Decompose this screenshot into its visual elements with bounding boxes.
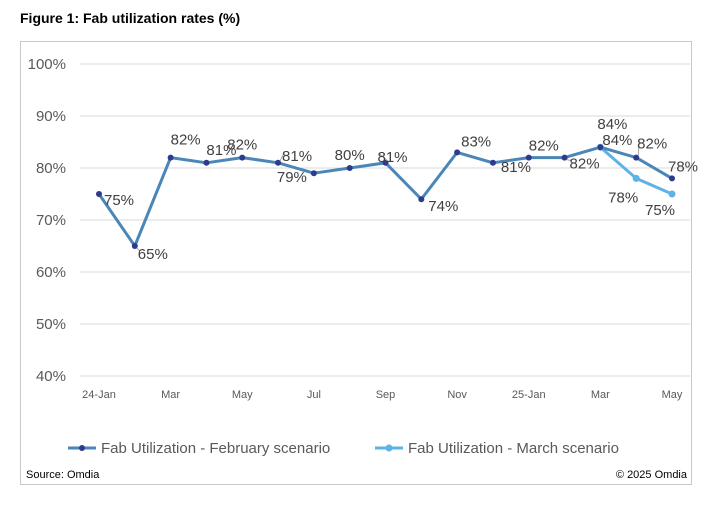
data-point-february — [669, 175, 675, 182]
legend-label-march: Fab Utilization - March scenario — [408, 440, 619, 457]
data-label-february: 84% — [597, 116, 627, 133]
data-label-march: 75% — [645, 202, 675, 219]
x-tick-label: May — [232, 389, 253, 401]
x-tick-label: 24-Jan — [82, 389, 116, 401]
x-tick-label: Sep — [376, 389, 396, 401]
x-tick-label: Mar — [161, 389, 180, 401]
y-tick-label: 50% — [36, 316, 66, 333]
data-point-march — [668, 190, 676, 198]
data-label-february: 82% — [570, 156, 600, 173]
data-point-february — [346, 165, 353, 171]
data-label-february: 65% — [138, 246, 168, 263]
data-point-february — [96, 191, 102, 197]
data-point-february — [167, 154, 174, 161]
y-tick-label: 80% — [36, 160, 66, 177]
data-point-february — [275, 159, 282, 166]
y-tick-label: 40% — [36, 368, 66, 385]
data-point-march — [632, 174, 640, 182]
data-point-february — [418, 196, 425, 203]
data-label-february: 83% — [461, 133, 491, 150]
source-note: Source: Omdia — [26, 469, 100, 481]
data-label-february: 79% — [277, 169, 307, 186]
data-label-march: 78% — [608, 189, 638, 206]
data-label-february: 74% — [428, 198, 458, 215]
figure-title: Figure 1: Fab utilization rates (%) — [20, 10, 241, 26]
data-point-february — [597, 144, 604, 151]
data-label-leader — [566, 159, 572, 162]
x-tick-label: Mar — [591, 389, 610, 401]
data-label-february: 82% — [529, 138, 559, 155]
copyright-note: © 2025 Omdia — [615, 469, 687, 481]
x-tick-label: Jul — [307, 389, 321, 401]
x-tick-label: Nov — [447, 389, 467, 401]
y-tick-label: 70% — [36, 212, 66, 229]
data-label-march: 84% — [602, 132, 632, 149]
data-point-february — [633, 154, 640, 161]
data-point-february — [561, 154, 568, 161]
data-point-february — [489, 159, 496, 166]
y-tick-label: 100% — [28, 56, 66, 73]
data-label-february: 82% — [637, 136, 667, 153]
data-point-february — [310, 170, 317, 177]
legend-label-february: Fab Utilization - February scenario — [101, 440, 330, 457]
y-tick-label: 90% — [36, 108, 66, 125]
legend-marker-february — [79, 445, 85, 451]
legend-marker-march — [385, 444, 393, 452]
data-label-leader — [637, 140, 640, 156]
data-label-leader — [136, 247, 141, 252]
data-label-february: 75% — [104, 192, 134, 209]
x-tick-label: 25-Jan — [512, 389, 546, 401]
data-point-february — [525, 154, 532, 161]
data-point-february — [382, 159, 389, 166]
data-label-february: 81% — [282, 148, 312, 165]
data-label-leader — [379, 153, 388, 162]
data-label-february: 78% — [668, 158, 698, 175]
data-label-february: 81% — [206, 142, 236, 159]
data-label-leader — [279, 152, 285, 162]
data-point-february — [239, 154, 246, 161]
data-label-february: 82% — [171, 132, 201, 149]
y-tick-label: 60% — [36, 264, 66, 281]
data-label-february: 80% — [335, 147, 365, 164]
x-tick-label: May — [662, 389, 683, 401]
data-label-february: 81% — [501, 159, 531, 176]
chart-frame — [20, 41, 692, 485]
data-point-february — [131, 243, 138, 249]
data-label-february: 82% — [227, 137, 257, 154]
data-point-february — [203, 159, 210, 166]
data-label-february: 81% — [377, 149, 407, 166]
data-point-february — [454, 149, 461, 156]
